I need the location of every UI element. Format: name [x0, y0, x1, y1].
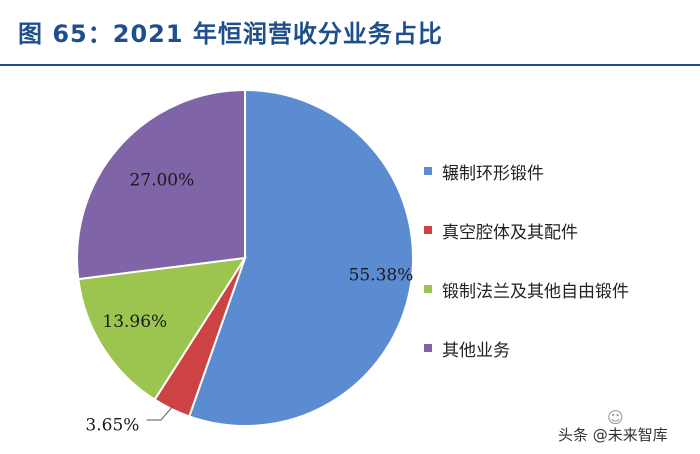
- legend-swatch: [424, 167, 432, 175]
- slice-value-label: 13.96%: [102, 312, 167, 332]
- slice-value-label: 27.00%: [129, 171, 194, 191]
- watermark-logo-icon: ☺: [607, 408, 624, 427]
- legend-label: 锻制法兰及其他自由锻件: [442, 281, 629, 302]
- slice-value-label: 55.38%: [349, 266, 414, 286]
- title-divider: [0, 64, 700, 66]
- legend-swatch: [424, 285, 432, 293]
- chart-title: 图 65：2021 年恒润营收分业务占比: [18, 20, 443, 48]
- legend-swatch: [424, 344, 432, 352]
- legend-item: 真空腔体及其配件: [424, 219, 629, 243]
- legend-swatch: [424, 226, 432, 234]
- label-leader-line: [146, 405, 174, 421]
- legend-item: 其他业务: [424, 337, 629, 361]
- legend-item: 锻制法兰及其他自由锻件: [424, 278, 629, 302]
- legend-item: 辗制环形锻件: [424, 160, 629, 184]
- watermark-text: 头条 @未来智库: [556, 424, 670, 445]
- pie-slice: [76, 88, 246, 281]
- legend: 辗制环形锻件 真空腔体及其配件 锻制法兰及其他自由锻件 其他业务: [424, 160, 629, 396]
- slice-value-label: 3.65%: [85, 416, 139, 436]
- pie-slice: [77, 256, 247, 402]
- legend-label: 辗制环形锻件: [442, 163, 544, 184]
- legend-label: 其他业务: [442, 340, 510, 361]
- legend-label: 真空腔体及其配件: [442, 222, 578, 243]
